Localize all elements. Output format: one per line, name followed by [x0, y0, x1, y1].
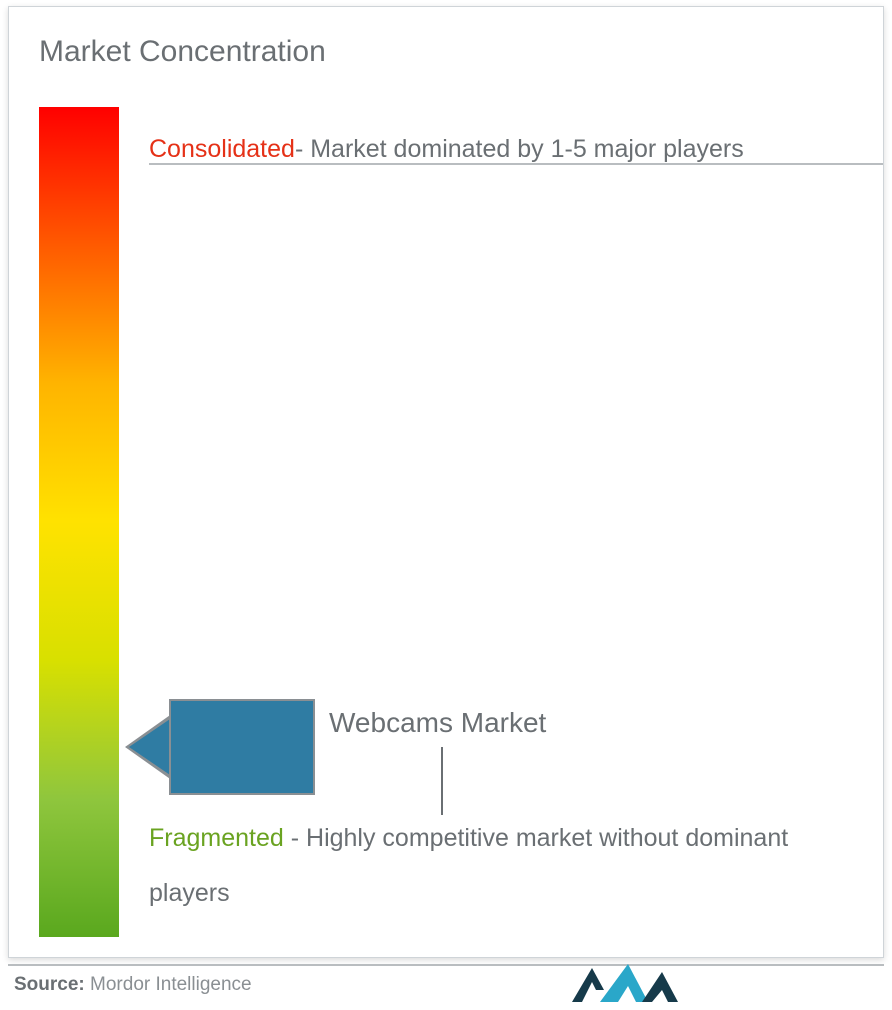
brand-logo-icon — [570, 962, 680, 1006]
label-connector-line — [441, 747, 443, 815]
card-container: Market Concentration Consolidated- Marke… — [8, 6, 884, 958]
consolidated-label: Consolidated — [149, 135, 295, 163]
arrow-body — [169, 699, 315, 795]
arrow-head-fill-icon — [129, 717, 173, 777]
concentration-gradient-bar — [39, 107, 119, 937]
market-name-label: Webcams Market — [329, 707, 546, 739]
footer-divider — [8, 964, 884, 966]
source-prefix: Source: — [14, 974, 85, 995]
consolidated-description: Consolidated- Market dominated by 1-5 ma… — [149, 122, 859, 177]
source-name: Mordor Intelligence — [90, 974, 252, 995]
market-position-arrow — [125, 699, 315, 795]
source-attribution: Source: Mordor Intelligence — [14, 974, 252, 996]
fragmented-description: Fragmented - Highly competitive market w… — [149, 811, 859, 921]
consolidated-text: - Market dominated by 1-5 major players — [295, 135, 744, 163]
page-title: Market Concentration — [39, 35, 326, 69]
fragmented-label: Fragmented — [149, 824, 284, 852]
